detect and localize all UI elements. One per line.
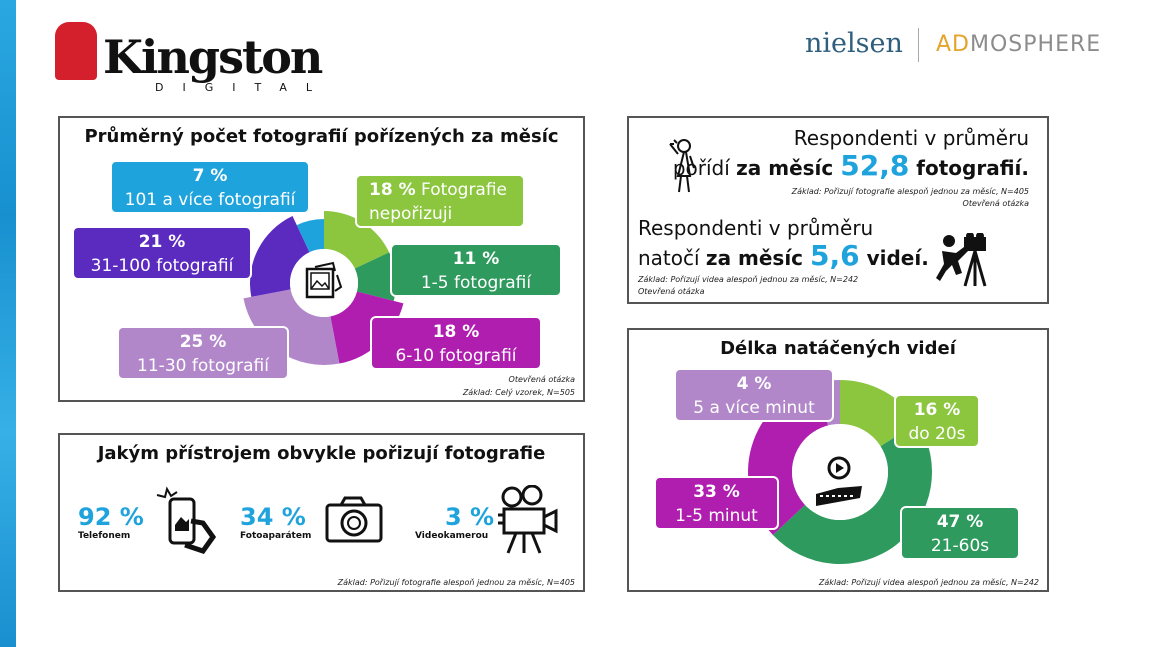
label-up-to-20s: 16 % do 20s <box>894 394 980 448</box>
device-camera: 34 % Fotoaparátem <box>240 503 312 541</box>
donut-slice-5 <box>296 219 324 253</box>
note-base: Základ: Pořizují fotografie alespoň jedn… <box>337 578 575 587</box>
phone-selfie-icon <box>156 486 217 554</box>
side-stripe <box>0 0 16 647</box>
video-avg-line2: natočí za měsíc 5,6 videí. <box>638 239 929 272</box>
device-videocamera: 3 % Videokamerou <box>415 503 495 541</box>
video-film-icon <box>816 456 862 506</box>
panel-title: Délka natáčených videí <box>720 338 956 359</box>
photo-avg-value: 52,8 <box>840 149 910 182</box>
photos-donut <box>243 211 404 365</box>
video-avg-line1: Respondenti v průměru <box>638 216 874 240</box>
note-open-question: Otevřená otázka <box>508 375 575 384</box>
label-11-30: 25 % 11-30 fotografií <box>117 326 289 380</box>
photo-note-open: Otevřená otázka <box>962 199 1029 208</box>
camera-icon <box>325 496 383 543</box>
kingston-digital: DIGITAL <box>155 81 332 94</box>
video-camera-icon <box>498 485 558 554</box>
donut-slice-2 <box>330 291 404 364</box>
video-note-open: Otevřená otázka <box>638 287 705 296</box>
admosphere-logo: ADMOSPHERE <box>936 32 1102 57</box>
donut-slice-4 <box>250 216 310 297</box>
kingston-logo: Kingston <box>55 22 323 84</box>
kingston-head-icon <box>55 22 97 80</box>
donut-slice-0 <box>324 211 390 269</box>
panel-title: Průměrný počet fotografií pořízených za … <box>84 126 559 147</box>
video-note-base: Základ: Pořizují videa alespoň jednou za… <box>638 275 859 284</box>
nielsen-logo: nielsen <box>805 28 903 59</box>
label-none: 18 % Fotografie nepořizuji <box>355 174 525 228</box>
photo-avg-line1: Respondenti v průměru <box>793 126 1029 150</box>
averages-panel: Respondenti v průměru pořídí za měsíc 52… <box>627 116 1049 304</box>
note-base: Základ: Pořizují videa alespoň jednou za… <box>818 578 1039 587</box>
kingston-wordmark: Kingston <box>103 30 323 84</box>
label-5-plus-min: 4 % 5 a více minut <box>674 368 834 422</box>
panel-title: Jakým přístrojem obvykle pořizují fotogr… <box>97 443 546 464</box>
devices-panel: Jakým přístrojem obvykle pořizují fotogr… <box>58 433 585 592</box>
donut-slice-3 <box>243 289 340 365</box>
photo-gallery-icon <box>305 261 343 299</box>
note-base: Základ: Celý vzorek, N=505 <box>462 388 575 397</box>
photos-per-month-panel: Průměrný počet fotografií pořízených za … <box>58 116 585 402</box>
device-phone: 92 % Telefonem <box>78 503 144 541</box>
label-6-10: 18 % 6-10 fotografií <box>370 316 542 370</box>
donut-slice-1 <box>772 422 932 564</box>
logo-divider <box>918 28 919 62</box>
label-31-100: 21 % 31-100 fotografií <box>72 226 252 280</box>
video-length-panel: Délka natáčených videí 4 % 5 a více minut… <box>627 328 1049 592</box>
selfie-girl-icon <box>669 139 695 193</box>
label-21-60s: 47 % 21-60s <box>900 506 1020 560</box>
photo-avg-line2: pořídí za měsíc 52,8 fotografií. <box>672 149 1029 182</box>
donut-slice-1 <box>354 252 396 301</box>
label-1-5: 11 % 1-5 fotografií <box>390 243 562 297</box>
label-101-plus: 7 % 101 a více fotografií <box>110 160 310 214</box>
cameraman-icon <box>936 233 987 287</box>
label-1-5-min: 33 % 1-5 minut <box>654 476 779 530</box>
photo-note-base: Základ: Pořizují fotografie alespoň jedn… <box>791 187 1029 196</box>
video-avg-value: 5,6 <box>810 239 860 272</box>
